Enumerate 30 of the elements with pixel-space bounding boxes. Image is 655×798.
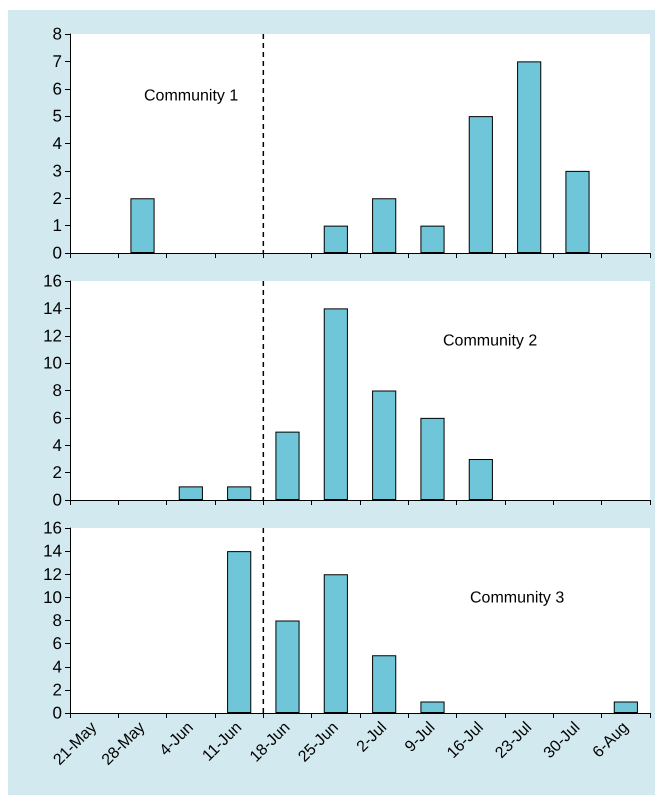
annotation: Community 3 (470, 590, 564, 606)
y-tick-label: 8 (52, 381, 62, 400)
y-tick-label: 8 (52, 611, 62, 630)
y-tick-label: 16 (43, 518, 62, 538)
y-tick-label: 12 (43, 326, 62, 346)
y-tick-label: 1 (52, 216, 62, 236)
y-tick-label: 14 (43, 542, 62, 561)
y-tick-label: 3 (52, 161, 62, 180)
y-tick-label: 5 (52, 106, 62, 126)
y-tick-label: 0 (52, 244, 62, 262)
y-tick-label: 6 (52, 408, 62, 428)
y-tick-label: 4 (52, 657, 62, 676)
y-tick-label: 10 (43, 354, 62, 373)
y-tick-label: 14 (43, 298, 62, 318)
y-tick-label: 6 (52, 634, 62, 654)
y-tick-label: 8 (52, 24, 62, 44)
annotation: Community 1 (144, 88, 238, 104)
y-tick-label: 12 (43, 564, 62, 584)
y-tick-label: 4 (52, 134, 62, 153)
y-tick-label: 2 (52, 463, 62, 482)
annotation: Community 2 (443, 332, 538, 350)
y-tick-label: 16 (43, 272, 62, 290)
y-tick-label: 10 (43, 588, 62, 607)
y-tick-label: 0 (52, 490, 62, 510)
y-tick-label: 0 (52, 704, 62, 722)
y-tick-label: 7 (52, 52, 62, 71)
y-tick-label: 4 (52, 436, 62, 455)
y-tick-label: 2 (52, 188, 62, 208)
y-tick-label: 6 (52, 79, 62, 98)
y-tick-label: 2 (52, 680, 62, 700)
